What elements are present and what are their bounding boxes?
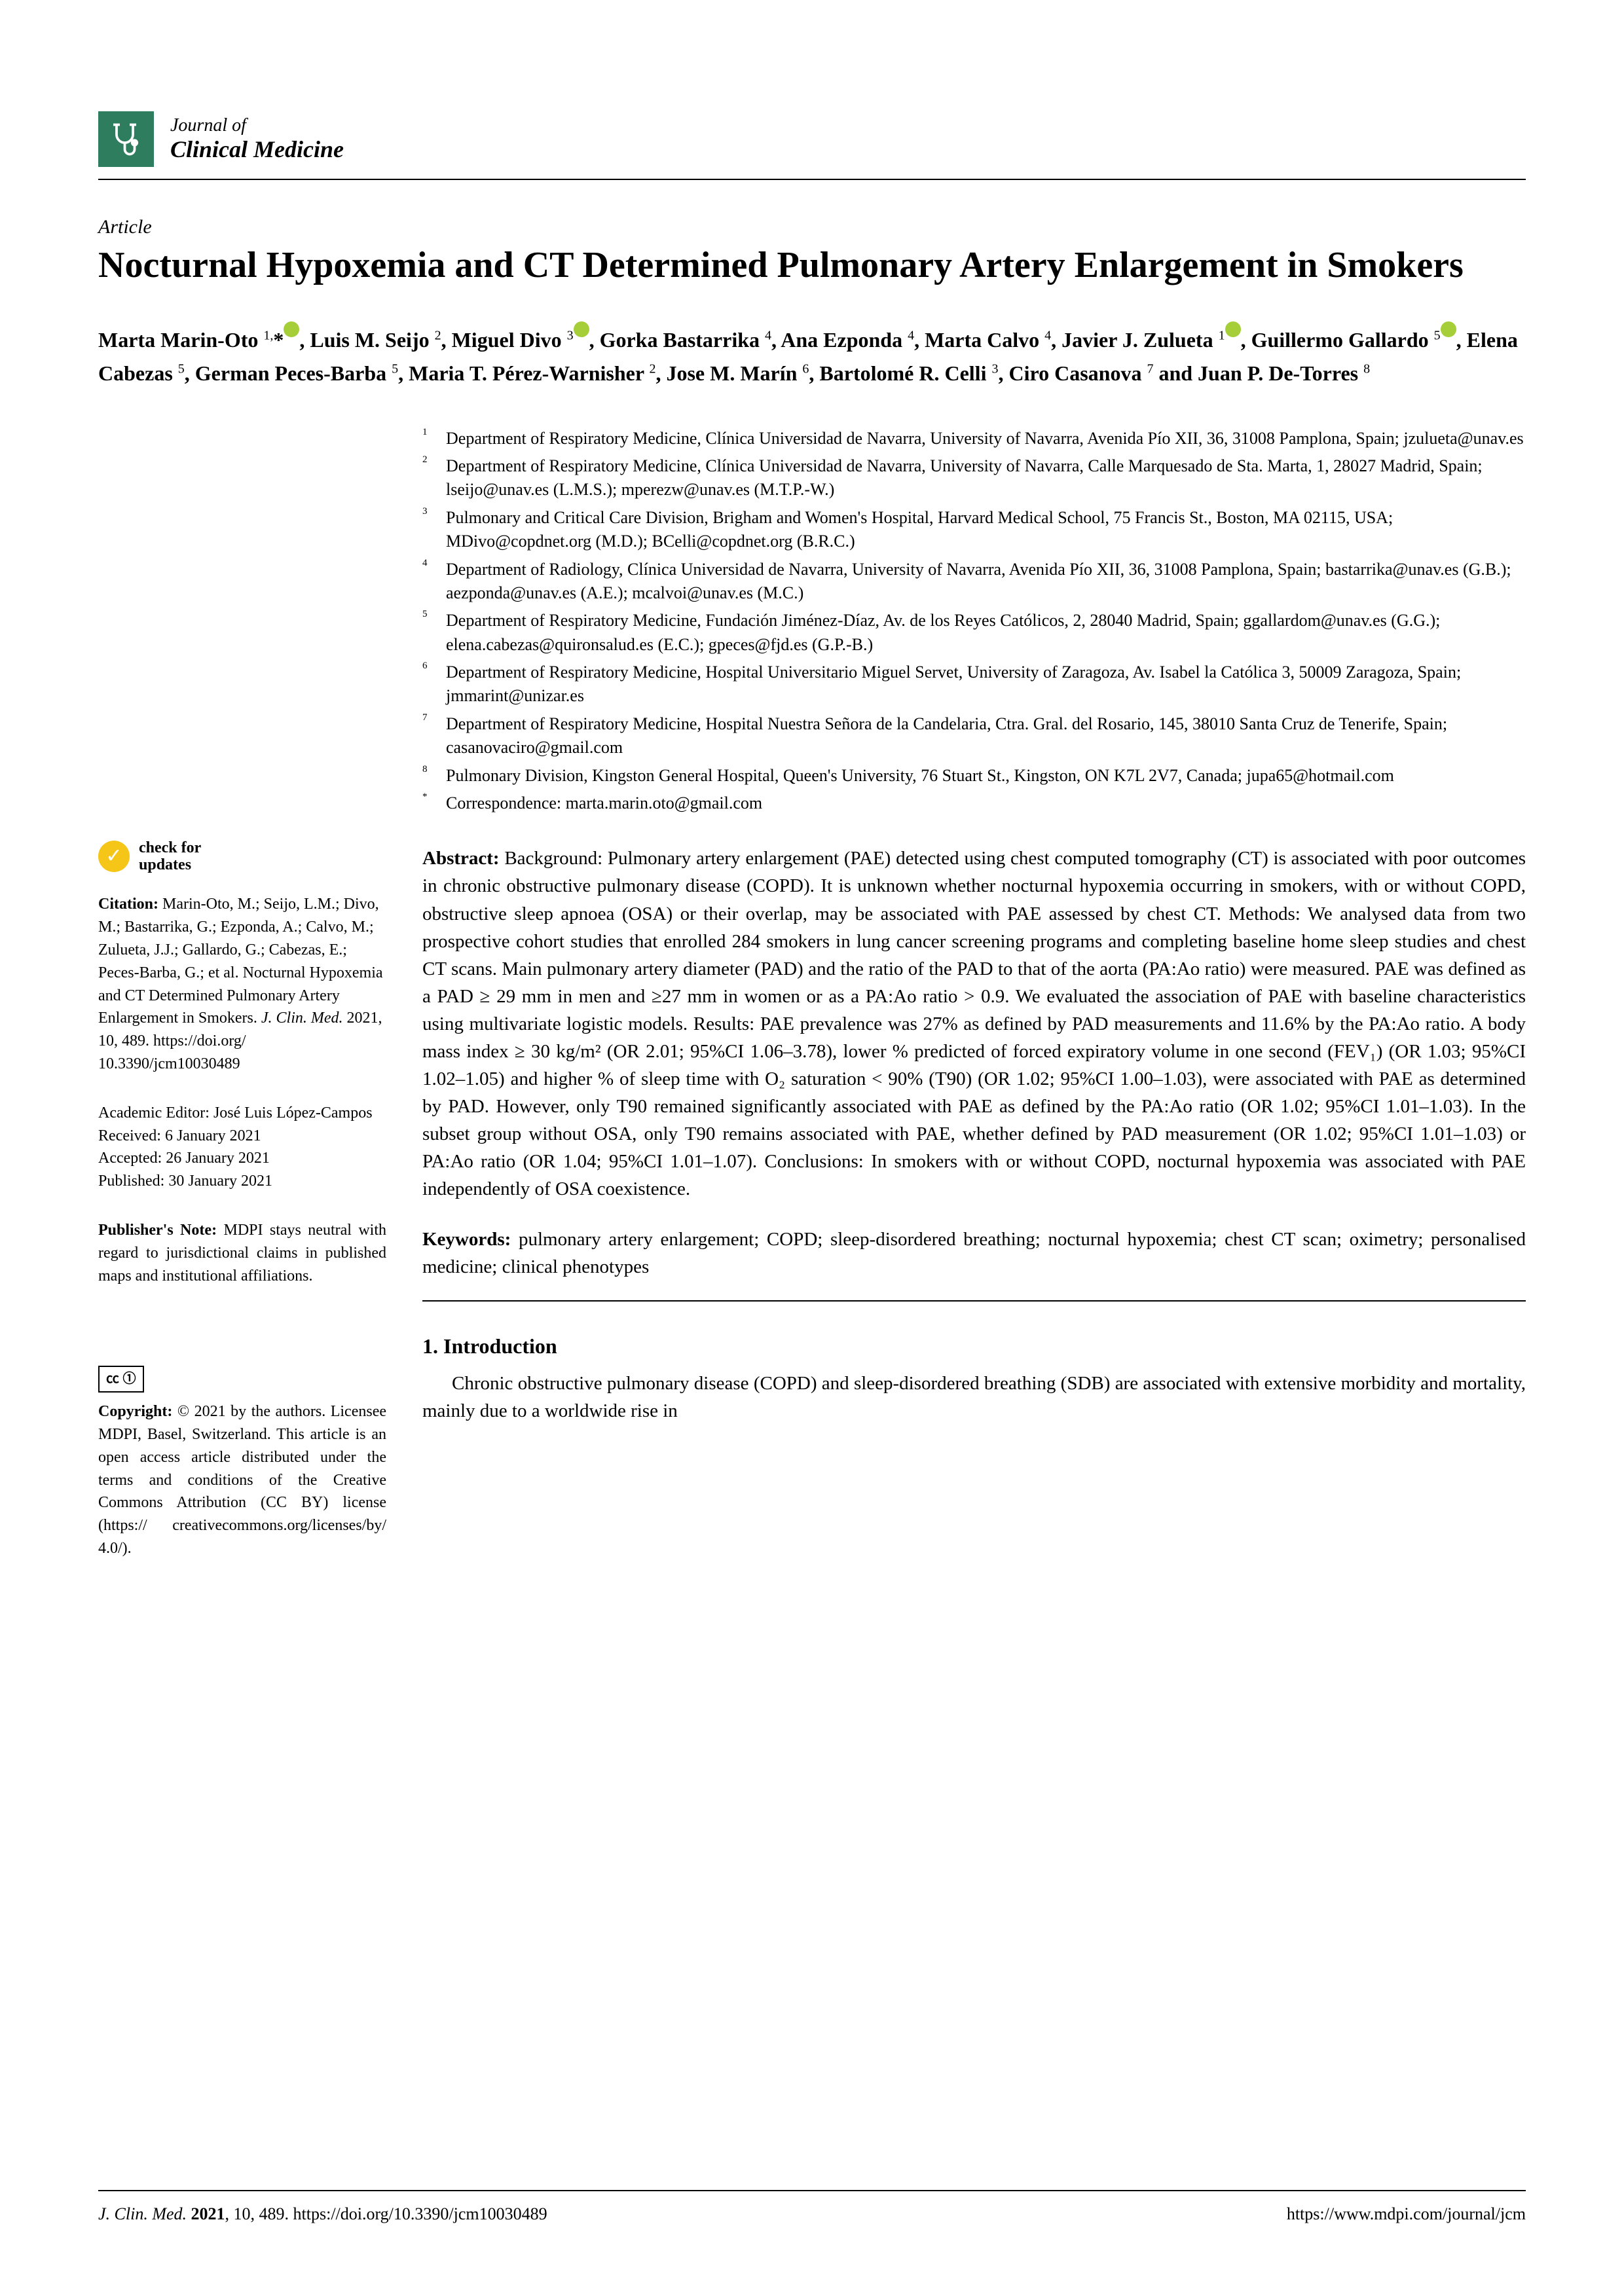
journal-prefix: Journal of [170, 115, 344, 136]
affiliation-row: 8Pulmonary Division, Kingston General Ho… [422, 764, 1526, 788]
editor-name: José Luis López-Campos [213, 1104, 373, 1121]
abstract-text: Background: Pulmonary artery enlargement… [422, 848, 1526, 1199]
citation-text: Marin-Oto, M.; Seijo, L.M.; Divo, M.; Ba… [98, 896, 383, 1027]
citation-label: Citation: [98, 896, 158, 913]
copyright-text: © 2021 by the authors. Licensee MDPI, Ba… [98, 1403, 386, 1557]
received-date: Received: 6 January 2021 [98, 1127, 261, 1144]
article-type: Article [98, 216, 1526, 238]
keywords-label: Keywords: [422, 1229, 511, 1250]
editor-label: Academic Editor: [98, 1104, 213, 1121]
section-heading: 1. Introduction [422, 1331, 1526, 1361]
check-for-updates[interactable]: ✓ check for updates [98, 839, 386, 874]
author-list: Marta Marin-Oto 1,*, Luis M. Seijo 2, Mi… [98, 323, 1526, 390]
sidebar: ✓ check for updates Citation: Marin-Oto,… [98, 427, 386, 1560]
copyright-label: Copyright: [98, 1403, 172, 1420]
citation-block: Citation: Marin-Oto, M.; Seijo, L.M.; Di… [98, 893, 386, 1075]
publishers-note: Publisher's Note: MDPI stays neutral wit… [98, 1219, 386, 1287]
cc-by-icon: ㏄ ① [98, 1366, 144, 1393]
copyright-block: ㏄ ① Copyright: © 2021 by the authors. Li… [98, 1366, 386, 1560]
keywords-text: pulmonary artery enlargement; COPD; slee… [422, 1229, 1526, 1277]
affiliation-row: 5Department of Respiratory Medicine, Fun… [422, 609, 1526, 657]
editor-block: Academic Editor: José Luis López-Campos … [98, 1102, 386, 1193]
affiliations-list: 1Department of Respiratory Medicine, Clí… [422, 427, 1526, 816]
header-divider [98, 179, 1526, 180]
affiliation-row: 6Department of Respiratory Medicine, Hos… [422, 661, 1526, 708]
check-line1: check for [139, 839, 201, 856]
keywords: Keywords: pulmonary artery enlargement; … [422, 1226, 1526, 1281]
abstract: Abstract: Background: Pulmonary artery e… [422, 845, 1526, 1203]
section-body: Chronic obstructive pulmonary disease (C… [422, 1370, 1526, 1425]
affiliation-row: *Correspondence: marta.marin.oto@gmail.c… [422, 792, 1526, 815]
affiliation-row: 2Department of Respiratory Medicine, Clí… [422, 454, 1526, 502]
main-column: 1Department of Respiratory Medicine, Clí… [422, 427, 1526, 1560]
check-updates-icon: ✓ [98, 841, 130, 872]
journal-name: Clinical Medicine [170, 136, 344, 163]
orcid-icon[interactable] [574, 321, 589, 337]
section-divider [422, 1300, 1526, 1302]
affiliation-row: 1Department of Respiratory Medicine, Clí… [422, 427, 1526, 450]
citation-journal: J. Clin. Med. [261, 1010, 343, 1027]
orcid-icon[interactable] [284, 321, 299, 337]
journal-header: Journal of Clinical Medicine [98, 111, 1526, 167]
page-footer: J. Clin. Med. 2021, 10, 489. https://doi… [98, 2190, 1526, 2224]
footer-left: J. Clin. Med. 2021, 10, 489. https://doi… [98, 2204, 547, 2224]
orcid-icon[interactable] [1225, 321, 1241, 337]
affiliation-row: 3Pulmonary and Critical Care Division, B… [422, 506, 1526, 554]
accepted-date: Accepted: 26 January 2021 [98, 1150, 270, 1167]
affiliation-row: 4Department of Radiology, Clínica Univer… [422, 558, 1526, 606]
journal-logo-icon [98, 111, 154, 167]
footer-right: https://www.mdpi.com/journal/jcm [1287, 2204, 1526, 2224]
check-line2: updates [139, 856, 201, 873]
pubnote-label: Publisher's Note: [98, 1222, 217, 1239]
orcid-icon[interactable] [1441, 321, 1456, 337]
abstract-label: Abstract: [422, 848, 500, 869]
published-date: Published: 30 January 2021 [98, 1173, 272, 1190]
article-title: Nocturnal Hypoxemia and CT Determined Pu… [98, 244, 1526, 287]
affiliation-row: 7Department of Respiratory Medicine, Hos… [422, 712, 1526, 760]
